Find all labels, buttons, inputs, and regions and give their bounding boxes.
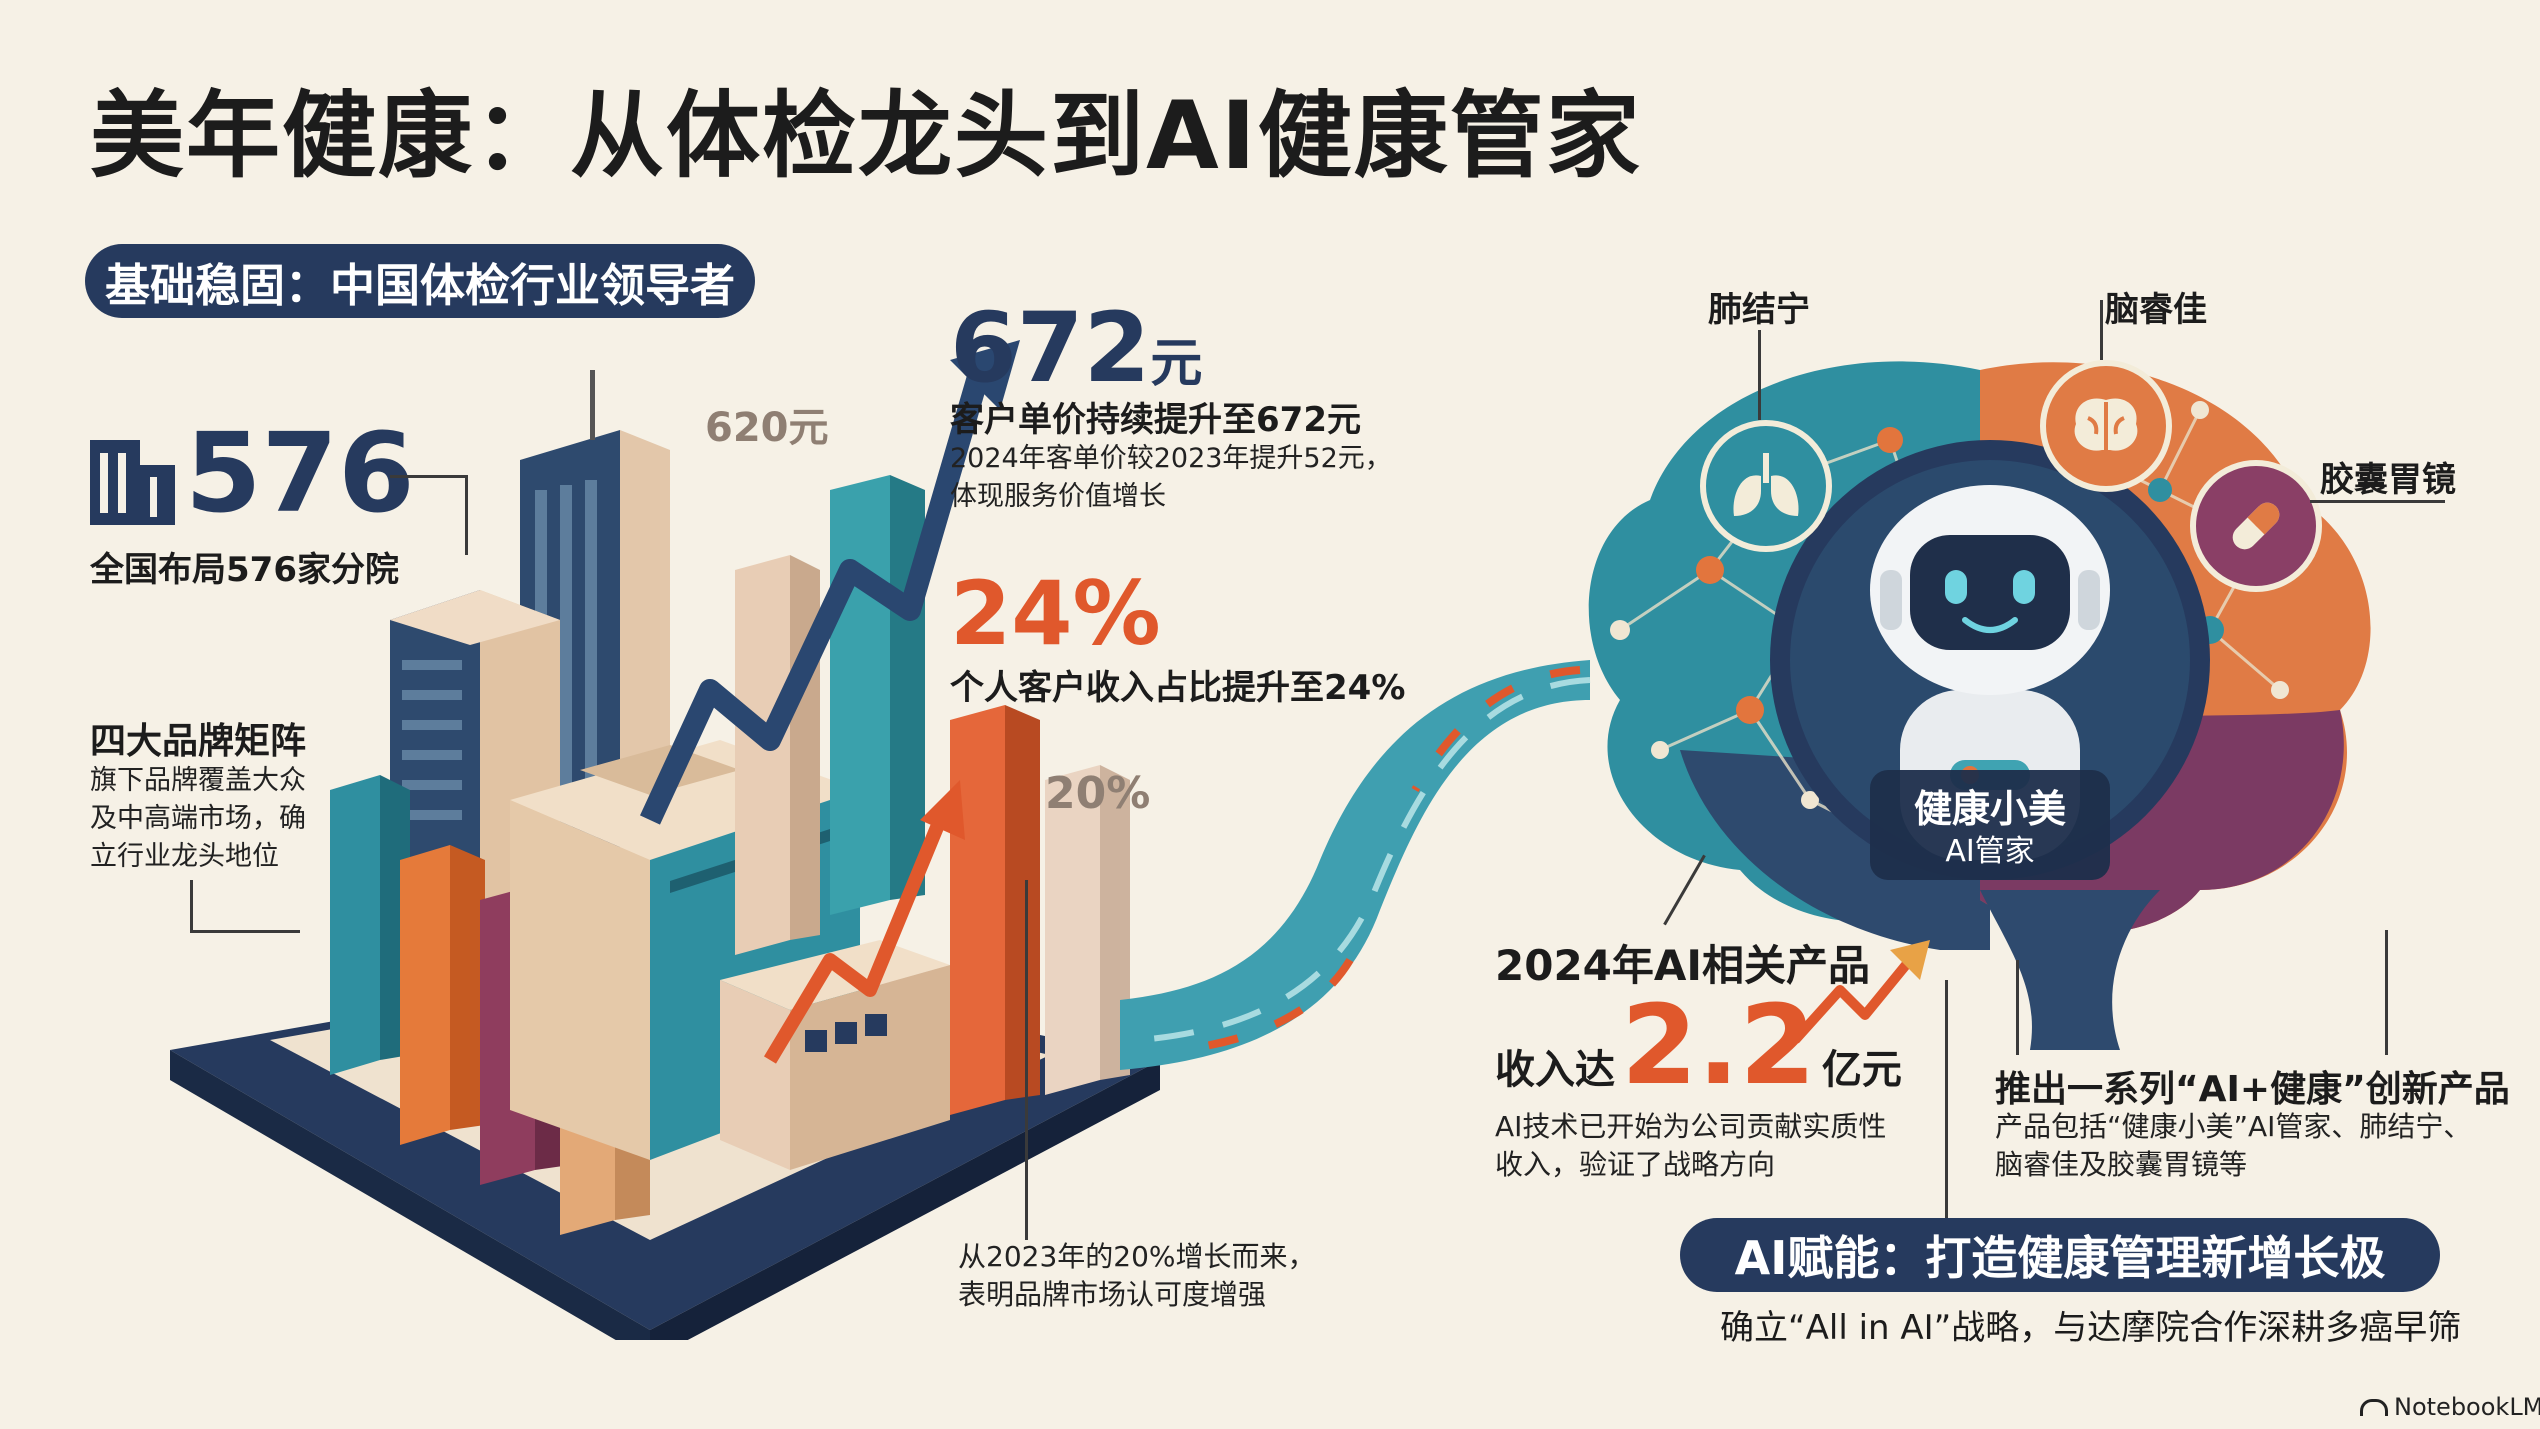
ai-empowerment-banner: AI赋能：打造健康管理新增长极 (1680, 1218, 2440, 1292)
robot-role: AI管家 (1945, 834, 2035, 869)
notebooklm-watermark: NotebookLM (2360, 1393, 2540, 1421)
share-description: 从2023年的20%增长而来， 表明品牌市场认可度增强 (958, 1240, 1316, 1311)
price-headline: 客户单价持续提升至672元 (950, 400, 1361, 440)
ai-revenue-amount: 收入达 2.2 亿元 (1495, 981, 1902, 1109)
ai-revenue-line1: 2024年AI相关产品 (1495, 941, 1871, 990)
section-header-foundation: 基础稳固：中国体检行业领导者 (85, 244, 755, 318)
notebooklm-logo-icon (2360, 1398, 2388, 1416)
price-description: 2024年客单价较2023年提升52元， 体现服务价值增长 (950, 443, 1392, 512)
building-icon (90, 440, 175, 525)
growth-arrow-icon (1791, 940, 1930, 1044)
product-label-feijiening: 肺结宁 (1708, 290, 1810, 330)
capsule-icon (2190, 460, 2322, 592)
previous-price: 620元 (705, 405, 829, 451)
launch-headline: 推出一系列“AI+健康”创新产品 (1995, 1069, 2510, 1110)
banner-subtitle: 确立“All in AI”战略，与达摩院合作深耕多癌早筛 (1720, 1308, 2462, 1348)
city-chart-illustration (170, 340, 1160, 1340)
brands-title: 四大品牌矩阵 (90, 721, 307, 762)
product-label-capsule: 胶囊胃镜 (2320, 460, 2456, 500)
ai-brain-illustration (1588, 361, 2371, 1050)
lungs-icon (1700, 420, 1832, 552)
share-value: 24% (950, 562, 1161, 665)
brain-icon (2040, 360, 2172, 492)
launch-description: 产品包括“健康小美”AI管家、肺结宁、 脑睿佳及胶囊胃镜等 (1995, 1110, 2472, 1181)
share-headline: 个人客户收入占比提升至24% (950, 668, 1406, 708)
brands-description: 旗下品牌覆盖大众 及中高端市场，确 立行业龙头地位 (90, 765, 306, 872)
data-flow-river (1120, 660, 1591, 1070)
branch-label: 全国布局576家分院 (90, 550, 399, 590)
price-value: 672元 (950, 292, 1203, 404)
page-title: 美年健康：从体检龙头到AI健康管家 (90, 82, 1642, 191)
product-label-naoruijia: 脑睿佳 (2105, 290, 2207, 330)
ai-revenue-description: AI技术已开始为公司贡献实质性 收入，验证了战略方向 (1495, 1110, 1887, 1181)
previous-share: 20% (1045, 768, 1151, 819)
robot-name: 健康小美 (1913, 787, 2066, 831)
branch-count: 576 (185, 409, 415, 537)
